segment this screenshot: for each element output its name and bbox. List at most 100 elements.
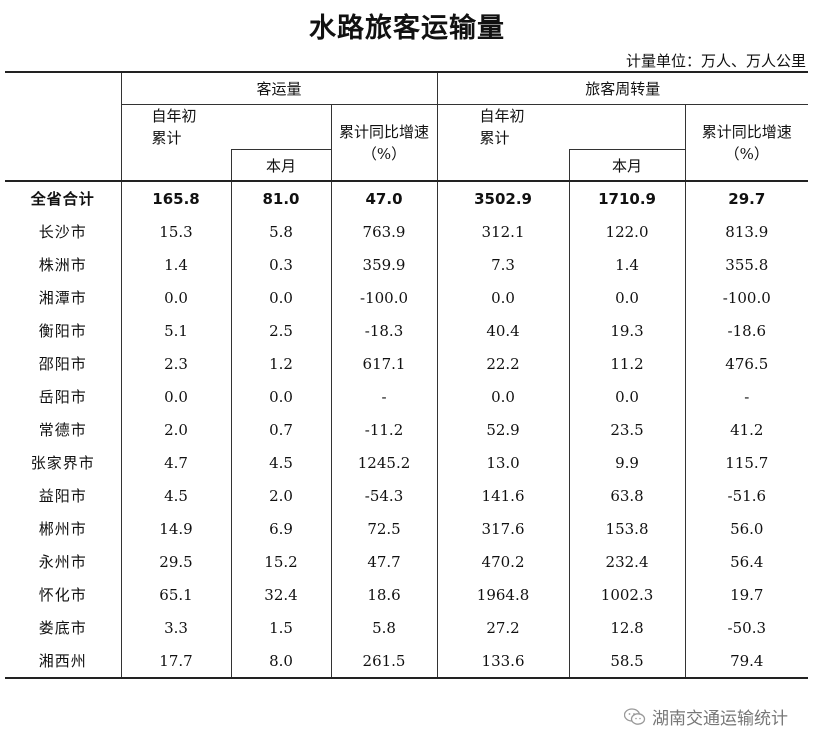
table-row: 益阳市 4.5 2.0 -54.3 141.6 63.8 -51.6 [5,479,809,512]
pv-month-cell: 5.8 [230,215,331,248]
page-title: 水路旅客运输量 [309,13,505,44]
pt-month-cell: 232.4 [568,545,686,578]
pt-yoy-cell: 56.0 [684,512,809,545]
pv-ytd-cell: 2.3 [120,347,231,380]
pv-ytd-cell: 0.0 [120,281,231,314]
pt-month-cell: 1710.9 [568,180,686,215]
pv-yoy-cell: 5.8 [330,611,438,644]
pt-ytd-cell: 1964.8 [436,578,570,611]
pt-ytd-cell: 133.6 [436,644,570,679]
pt-yoy-cell: 56.4 [684,545,809,578]
pt-ytd-cell: 27.2 [436,611,570,644]
pv-yoy-cell: 617.1 [330,347,438,380]
region-name: 株洲市 [38,256,87,274]
header-pt-ytd-spacer [436,149,570,181]
pv-ytd-cell: 15.3 [120,215,231,248]
pv-yoy-cell: 1245.2 [330,446,438,479]
pt-yoy-cell: - [684,380,809,413]
pt-month-cell: 58.5 [568,644,686,679]
header-passenger-volume: 客运量 [120,71,438,105]
pv-yoy-cell: 261.5 [330,644,438,679]
region-name: 永州市 [38,553,87,571]
pv-ytd-cell: 4.5 [120,479,231,512]
pt-month-cell: 23.5 [568,413,686,446]
pv-ytd-cell: 5.1 [120,314,231,347]
region-name: 全省合计 [5,180,121,215]
table-row: 岳阳市 0.0 0.0-0.0 0.0- [5,380,809,413]
pv-ytd-cell: 0.0 [120,380,231,413]
pt-month-cell: 1002.3 [568,578,686,611]
pt-ytd-cell: 312.1 [436,215,570,248]
region-name: 岳阳市 [38,388,87,406]
pt-ytd-cell: 470.2 [436,545,570,578]
pt-ytd-cell: 317.6 [436,512,570,545]
pt-month-cell: 153.8 [568,512,686,545]
pt-yoy-cell: -51.6 [684,479,809,512]
table-row: 衡阳市 5.1 2.5 -18.3 40.4 19.3 -18.6 [5,314,809,347]
pv-month-cell: 4.5 [230,446,331,479]
pt-month-cell: 11.2 [568,347,686,380]
pv-month-cell: 0.3 [230,248,331,281]
pv-month-cell: 1.5 [230,611,331,644]
pt-yoy-cell: 41.2 [684,413,809,446]
pv-ytd-cell: 14.9 [120,512,231,545]
pt-yoy-cell: 813.9 [684,215,809,248]
pv-ytd-cell: 65.1 [120,578,231,611]
pv-month-cell: 0.7 [230,413,331,446]
table-row: 邵阳市 2.3 1.2 617.1 22.2 11.2 476.5 [5,347,809,380]
pv-yoy-cell: -11.2 [330,413,438,446]
region-name: 郴州市 [38,520,87,538]
header-pv-month: 本月 [230,149,331,181]
pv-ytd-cell: 2.0 [120,413,231,446]
pv-yoy-cell: 359.9 [330,248,438,281]
table-row: 张家界市 4.7 4.5 1245.2 13.0 9.9 115.7 [5,446,809,479]
pv-month-cell: 2.0 [230,479,331,512]
pt-month-cell: 0.0 [568,380,686,413]
pv-yoy-cell: 47.7 [330,545,438,578]
pt-month-cell: 19.3 [568,314,686,347]
pt-yoy-cell: -100.0 [684,281,809,314]
region-name: 常德市 [38,421,87,439]
unit-note: 计量单位：万人、万人公里 [625,52,806,70]
pt-month-cell: 1.4 [568,248,686,281]
pt-ytd-cell: 0.0 [436,380,570,413]
source-footer: 湖南交通运输统计 [624,704,788,729]
pv-ytd-cell: 1.4 [120,248,231,281]
source-label: 湖南交通运输统计 [652,709,788,729]
pt-ytd-cell: 0.0 [436,281,570,314]
header-passenger-turnover: 旅客周转量 [436,71,809,105]
pt-ytd-cell: 40.4 [436,314,570,347]
pt-ytd-cell: 13.0 [436,446,570,479]
pv-month-cell: 0.0 [230,281,331,314]
corner-cell [5,71,121,181]
region-name: 衡阳市 [38,322,87,340]
pt-yoy-cell: 79.4 [684,644,809,679]
region-name: 张家界市 [30,454,95,472]
pv-month-cell: 1.2 [230,347,331,380]
pv-yoy-cell: -18.3 [330,314,438,347]
table-row: 郴州市 14.9 6.9 72.5 317.6 153.8 56.0 [5,512,809,545]
total-row: 全省合计 165.8 81.0 47.0 3502.9 1710.9 29.7 [5,180,809,215]
header-pv-ytd-spacer [120,149,231,181]
pv-month-cell: 2.5 [230,314,331,347]
header-pt-month: 本月 [568,149,686,181]
table-row: 娄底市 3.3 1.5 5.8 27.2 12.8 -50.3 [5,611,809,644]
region-name: 邵阳市 [38,355,87,373]
pt-month-cell: 9.9 [568,446,686,479]
pv-yoy-cell: -100.0 [330,281,438,314]
table-row: 永州市 29.5 15.2 47.7 470.2 232.4 56.4 [5,545,809,578]
pv-ytd-cell: 29.5 [120,545,231,578]
pt-ytd-cell: 3502.9 [436,180,570,215]
pt-month-cell: 12.8 [568,611,686,644]
pt-yoy-cell: 19.7 [684,578,809,611]
table-row: 湘潭市 0.0 0.0 -100.0 0.0 0.0 -100.0 [5,281,809,314]
table-row: 株洲市 1.4 0.3 359.9 7.3 1.4 355.8 [5,248,809,281]
pv-ytd-cell: 3.3 [120,611,231,644]
pv-yoy-cell: -54.3 [330,479,438,512]
pv-ytd-cell: 4.7 [120,446,231,479]
pt-ytd-cell: 7.3 [436,248,570,281]
pt-month-cell: 122.0 [568,215,686,248]
header-pt-ytd: 自年初 累计 [436,104,686,150]
pt-ytd-cell: 52.9 [436,413,570,446]
data-table: 客运量 旅客周转量 自年初 累计 累计同比增速 （%） 自年初 累计 累计同比增… [5,71,809,679]
